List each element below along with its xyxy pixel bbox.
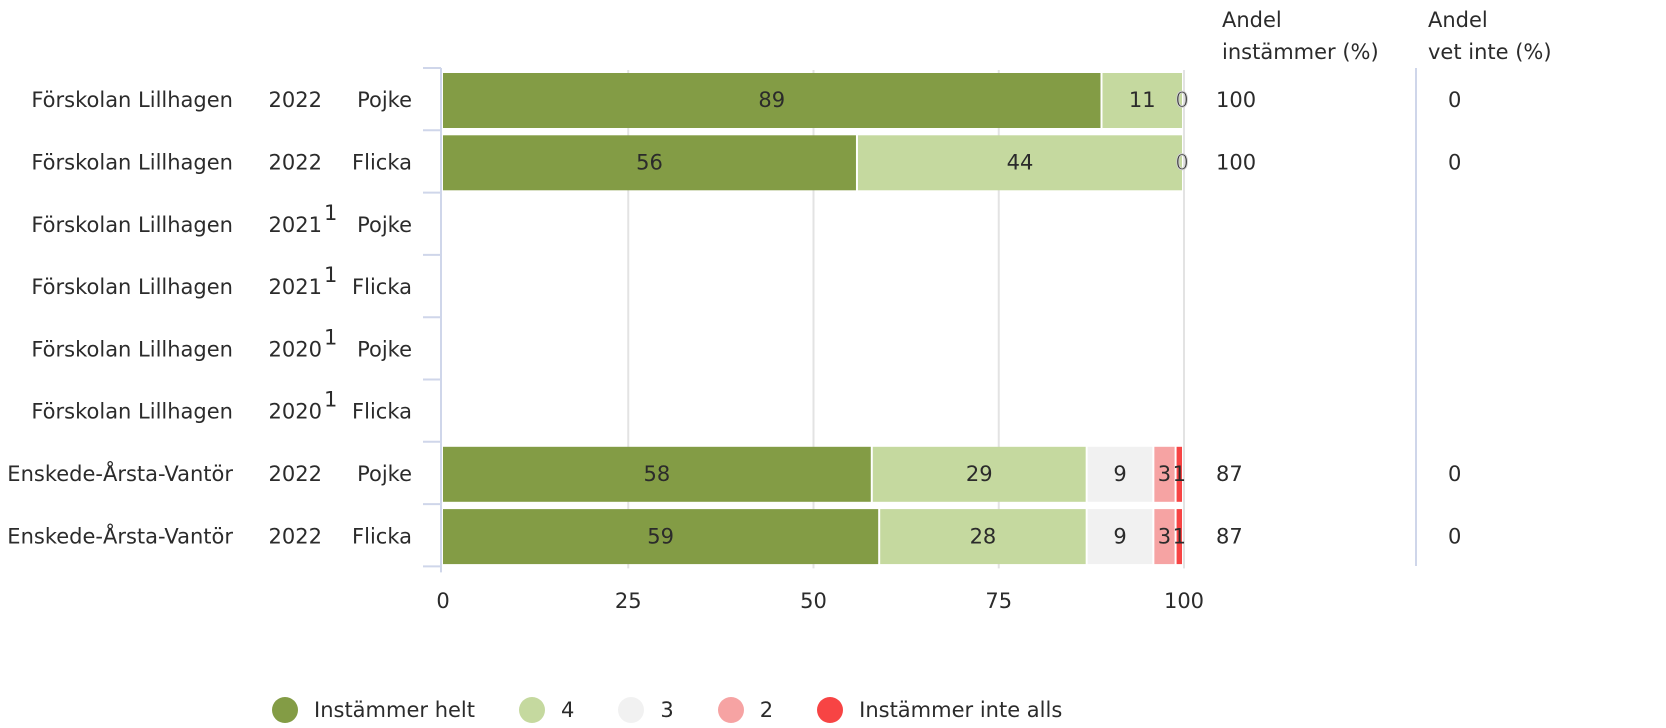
header-pct-agree: Andel instämmer (%)	[1222, 4, 1379, 68]
row-label-unit: Förskolan Lillhagen	[31, 88, 233, 112]
x-tick-label: 100	[1164, 589, 1204, 613]
row-label-gender: Pojke	[357, 213, 412, 237]
legend: Instämmer helt 4 3 2 Instämmer inte alls	[272, 692, 1106, 728]
row-label-unit: Förskolan Lillhagen	[31, 150, 233, 174]
legend-label: Instämmer inte alls	[859, 698, 1063, 722]
legend-swatch	[272, 697, 298, 723]
row-label-gender: Flicka	[352, 400, 412, 424]
pct-agree-value: 100	[1216, 88, 1256, 112]
data-label: 89	[758, 88, 785, 112]
row-label-year: 2022	[269, 462, 322, 486]
row-label-unit: Förskolan Lillhagen	[31, 400, 233, 424]
row-label-year: 2022	[269, 524, 322, 548]
row-label-gender: Pojke	[357, 337, 412, 361]
row-label-year: 2021	[269, 275, 322, 299]
legend-label: 4	[561, 698, 575, 722]
row-label-unit: Förskolan Lillhagen	[31, 337, 233, 361]
header-pct-dont-know-line1: Andel	[1428, 8, 1488, 32]
x-tick-label: 75	[985, 589, 1012, 613]
header-pct-agree-line1: Andel	[1222, 8, 1282, 32]
row-label-gender: Flicka	[352, 275, 412, 299]
bar-segment	[857, 135, 1182, 191]
legend-swatch	[618, 697, 645, 723]
pct-dont-know-value: 0	[1448, 524, 1461, 548]
bar-segment	[1176, 509, 1182, 565]
bar-segment	[1154, 446, 1175, 502]
data-label: 0	[1175, 150, 1188, 174]
x-tick-label: 50	[800, 589, 827, 613]
pct-agree-value: 87	[1216, 462, 1243, 486]
row-label-year: 2021	[269, 213, 322, 237]
row-label-unit: Enskede-Årsta-Vantör	[7, 522, 233, 548]
row-label-footnote: 1	[324, 325, 337, 349]
row-label-gender: Pojke	[357, 462, 412, 486]
legend-item[interactable]: Instämmer inte alls	[817, 697, 1062, 723]
data-label: 58	[644, 462, 671, 486]
legend-swatch	[717, 697, 744, 723]
bar-segment	[443, 446, 871, 502]
pct-agree-value: 87	[1216, 524, 1243, 548]
data-label: 44	[1007, 150, 1034, 174]
row-label-gender: Flicka	[352, 524, 412, 548]
row-label-year: 2020	[269, 337, 322, 361]
bar-segment	[1087, 446, 1153, 502]
header-pct-dont-know: Andel vet inte (%)	[1428, 4, 1552, 68]
data-label: 1	[1173, 462, 1186, 486]
bar-segment	[1102, 73, 1182, 128]
row-label-year: 2020	[269, 400, 322, 424]
data-label: 9	[1113, 462, 1126, 486]
pct-dont-know-value: 0	[1448, 88, 1461, 112]
row-label-unit: Förskolan Lillhagen	[31, 213, 233, 237]
bar-segment	[1176, 446, 1182, 502]
legend-item[interactable]: 4	[519, 697, 574, 723]
data-label: 3	[1158, 524, 1171, 548]
row-label-footnote: 1	[324, 263, 337, 287]
pct-dont-know-value: 0	[1448, 150, 1461, 174]
data-label: 1	[1173, 524, 1186, 548]
bar-segment	[443, 135, 856, 191]
data-label: 0	[1175, 88, 1188, 112]
bar-segment	[872, 446, 1086, 502]
data-label: 29	[966, 462, 993, 486]
legend-label: Instämmer helt	[314, 698, 475, 722]
row-label-unit: Enskede-Årsta-Vantör	[7, 460, 233, 486]
pct-dont-know-value: 0	[1448, 462, 1461, 486]
legend-label: 3	[660, 698, 674, 722]
pct-agree-value: 100	[1216, 150, 1256, 174]
row-label-footnote: 1	[324, 388, 337, 412]
header-pct-agree-line2: instämmer (%)	[1222, 40, 1379, 64]
legend-label: 2	[759, 698, 774, 722]
bar-segment	[443, 509, 879, 565]
row-label-gender: Pojke	[357, 88, 412, 112]
legend-item[interactable]: Instämmer helt	[272, 697, 475, 723]
row-label-year: 2022	[269, 88, 322, 112]
row-label-year: 2022	[269, 150, 322, 174]
row-label-gender: Flicka	[352, 150, 412, 174]
row-label-footnote: 1	[324, 201, 337, 225]
legend-item[interactable]: 2	[717, 697, 774, 723]
data-label: 56	[636, 150, 663, 174]
bar-segment	[1087, 509, 1153, 565]
data-label: 9	[1113, 524, 1126, 548]
x-tick-label: 0	[436, 589, 449, 613]
legend-swatch	[519, 697, 545, 723]
data-label: 28	[970, 524, 997, 548]
bar-segment	[880, 509, 1086, 565]
bar-segment	[1154, 509, 1175, 565]
data-label: 11	[1129, 88, 1156, 112]
data-label: 59	[647, 524, 674, 548]
x-tick-label: 25	[615, 589, 642, 613]
row-label-unit: Förskolan Lillhagen	[31, 275, 233, 299]
header-pct-dont-know-line2: vet inte (%)	[1428, 40, 1552, 64]
bar-segment	[443, 73, 1101, 128]
data-label: 3	[1158, 462, 1171, 486]
legend-swatch	[817, 697, 844, 723]
legend-item[interactable]: 3	[618, 697, 674, 723]
